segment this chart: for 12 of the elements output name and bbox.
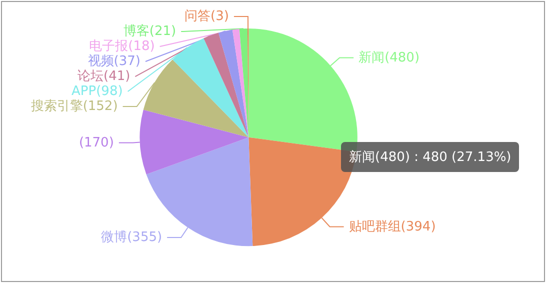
slice-label: 视频(37) <box>88 54 140 70</box>
slice-label: 微博(355) <box>101 230 162 245</box>
text: 新闻(480) : 480 (27.13%) <box>341 142 520 172</box>
slice-label: 新闻(480) <box>358 50 420 66</box>
slice-label: APP(98) <box>72 84 123 100</box>
slice-label: 博客(21) <box>123 23 176 40</box>
slice-label: 论坛(41) <box>77 69 130 84</box>
data-label: (170) <box>78 135 114 150</box>
slice-label: 电子报(18) <box>89 39 155 54</box>
slice-label: 搜索引擎(152) <box>30 99 118 114</box>
slice-label: 问答(3) <box>184 9 229 24</box>
slice-label: 贴吧群组(394) <box>348 219 436 234</box>
